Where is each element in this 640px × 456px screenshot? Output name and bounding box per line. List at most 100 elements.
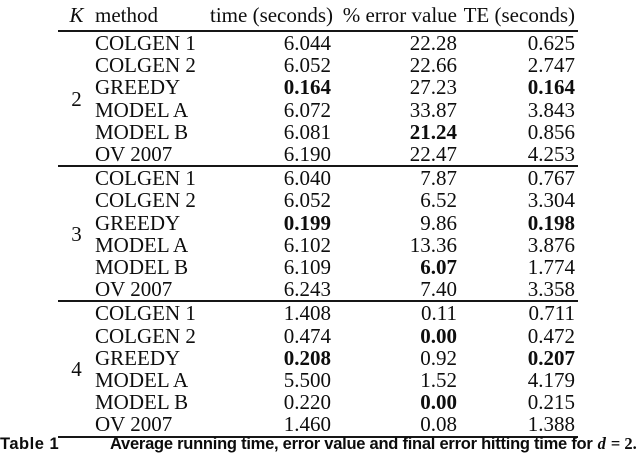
time-cell: 6.052	[283, 188, 331, 213]
header-k: K	[58, 2, 95, 31]
time-cell: 6.052	[283, 53, 331, 78]
caption-math-variable: d	[597, 434, 606, 453]
error-cell: 22.66	[409, 53, 457, 78]
error-cell: 6.07	[420, 255, 457, 280]
method-cell: GREEDY	[95, 345, 181, 370]
group-k2: 2 COLGEN 1 6.044 22.28 0.625 COLGEN 2 6.…	[58, 31, 578, 166]
time-cell: 6.243	[283, 277, 331, 302]
table-row: MODEL A 5.500 1.52 4.179	[58, 369, 578, 391]
error-cell: 22.28	[409, 31, 457, 55]
method-cell: MODEL A	[95, 232, 189, 257]
time-cell: 6.102	[283, 232, 331, 257]
caption-text: Average running time, error value and fi…	[110, 434, 637, 454]
error-cell: 0.08	[420, 412, 457, 437]
time-cell: 6.072	[283, 97, 331, 122]
k-group-label: 4	[58, 300, 95, 437]
header-error: % error value	[342, 3, 457, 27]
error-cell: 0.92	[420, 345, 457, 370]
method-cell: OV 2007	[95, 277, 173, 302]
error-cell: 33.87	[409, 97, 457, 122]
method-cell: GREEDY	[95, 75, 181, 100]
time-cell: 0.474	[283, 323, 331, 348]
time-cell: 1.408	[210, 300, 331, 325]
method-cell: MODEL B	[95, 119, 189, 144]
te-cell: 0.207	[527, 345, 575, 370]
error-cell: 6.52	[420, 188, 457, 213]
error-cell: 1.52	[420, 368, 457, 393]
error-cell: 27.23	[409, 75, 457, 100]
header-row: K method time (seconds) % error value TE…	[58, 2, 578, 31]
time-cell: 0.220	[283, 390, 331, 415]
method-cell: COLGEN 1	[95, 31, 196, 55]
table-row: MODEL B 6.081 21.24 0.856	[58, 121, 578, 143]
error-cell: 13.36	[409, 232, 457, 257]
table-row: GREEDY 0.208 0.92 0.207	[58, 347, 578, 369]
table-row: MODEL B 0.220 0.00 0.215	[58, 391, 578, 413]
method-cell: GREEDY	[95, 210, 181, 235]
caption-label: Table 1	[0, 435, 60, 453]
te-cell: 1.774	[527, 255, 575, 280]
caption-main-text: Average running time, error value and fi…	[110, 435, 593, 453]
te-cell: 0.472	[527, 323, 575, 348]
header-time: time (seconds)	[210, 3, 334, 27]
results-table: K method time (seconds) % error value TE…	[58, 2, 578, 438]
te-cell: 0.767	[457, 165, 578, 190]
te-cell: 3.843	[527, 97, 575, 122]
table-row: GREEDY 0.199 9.86 0.198	[58, 210, 578, 235]
time-cell: 0.199	[283, 210, 331, 235]
method-cell: COLGEN 1	[95, 300, 210, 325]
table-row: 2 COLGEN 1 6.044 22.28 0.625	[58, 31, 578, 110]
table-row: MODEL B 6.109 6.07 1.774	[58, 256, 578, 278]
error-cell: 7.40	[420, 277, 457, 302]
table-row: MODEL A 6.072 33.87 3.843	[58, 97, 578, 122]
table-row: 4 COLGEN 1 1.408 0.11 0.711	[58, 300, 578, 437]
table-row: GREEDY 0.164 27.23 0.164	[58, 76, 578, 98]
error-cell: 0.00	[420, 390, 457, 415]
method-cell: OV 2007	[95, 412, 173, 437]
table-row: OV 2007 6.243 7.40 3.358	[58, 278, 578, 301]
method-cell: COLGEN 1	[95, 165, 210, 190]
method-cell: MODEL B	[95, 255, 189, 280]
error-cell: 21.24	[409, 119, 457, 144]
method-cell: MODEL A	[95, 97, 189, 122]
te-cell: 1.388	[527, 412, 575, 437]
group-k3: 3 COLGEN 1 6.040 7.87 0.767 COLGEN 2 6.0…	[58, 165, 578, 302]
te-cell: 3.358	[527, 277, 575, 302]
te-cell: 0.215	[527, 390, 575, 415]
table-row: MODEL A 6.102 13.36 3.876	[58, 234, 578, 256]
method-cell: COLGEN 2	[95, 188, 196, 213]
time-cell: 6.044	[283, 31, 331, 55]
k-group-label: 2	[71, 86, 82, 111]
k-group-label: 3	[58, 165, 95, 302]
table-row: COLGEN 2 6.052 6.52 3.304	[58, 189, 578, 211]
te-cell: 0.856	[527, 119, 575, 144]
table-row: 3 COLGEN 1 6.040 7.87 0.767	[58, 165, 578, 302]
table-row: OV 2007 1.460 0.08 1.388	[58, 413, 578, 436]
script-k-symbol: K	[69, 3, 84, 27]
te-cell: 0.625	[527, 31, 575, 55]
error-cell: 0.11	[331, 300, 457, 325]
te-cell: 0.164	[527, 75, 575, 100]
method-cell: MODEL A	[95, 368, 189, 393]
time-cell: 1.460	[283, 412, 331, 437]
time-cell: 0.208	[283, 345, 331, 370]
time-cell: 5.500	[283, 368, 331, 393]
error-cell: 7.87	[331, 165, 457, 190]
time-cell: 6.081	[283, 119, 331, 144]
time-cell: 0.164	[283, 75, 331, 100]
time-cell: 6.040	[210, 165, 331, 190]
te-cell: 4.179	[527, 368, 575, 393]
te-cell: 0.711	[457, 300, 578, 325]
error-cell: 22.47	[409, 142, 457, 167]
method-cell: COLGEN 2	[95, 323, 196, 348]
te-cell: 4.253	[527, 142, 575, 167]
method-cell: COLGEN 2	[95, 53, 196, 78]
header-te: TE (seconds)	[463, 3, 575, 27]
time-cell: 6.109	[283, 255, 331, 280]
group-k4: 4 COLGEN 1 1.408 0.11 0.711 COLGEN 2 0.4…	[58, 300, 578, 437]
method-cell: MODEL B	[95, 390, 189, 415]
error-cell: 0.00	[420, 323, 457, 348]
te-cell: 3.304	[527, 188, 575, 213]
time-cell: 6.190	[283, 142, 331, 167]
